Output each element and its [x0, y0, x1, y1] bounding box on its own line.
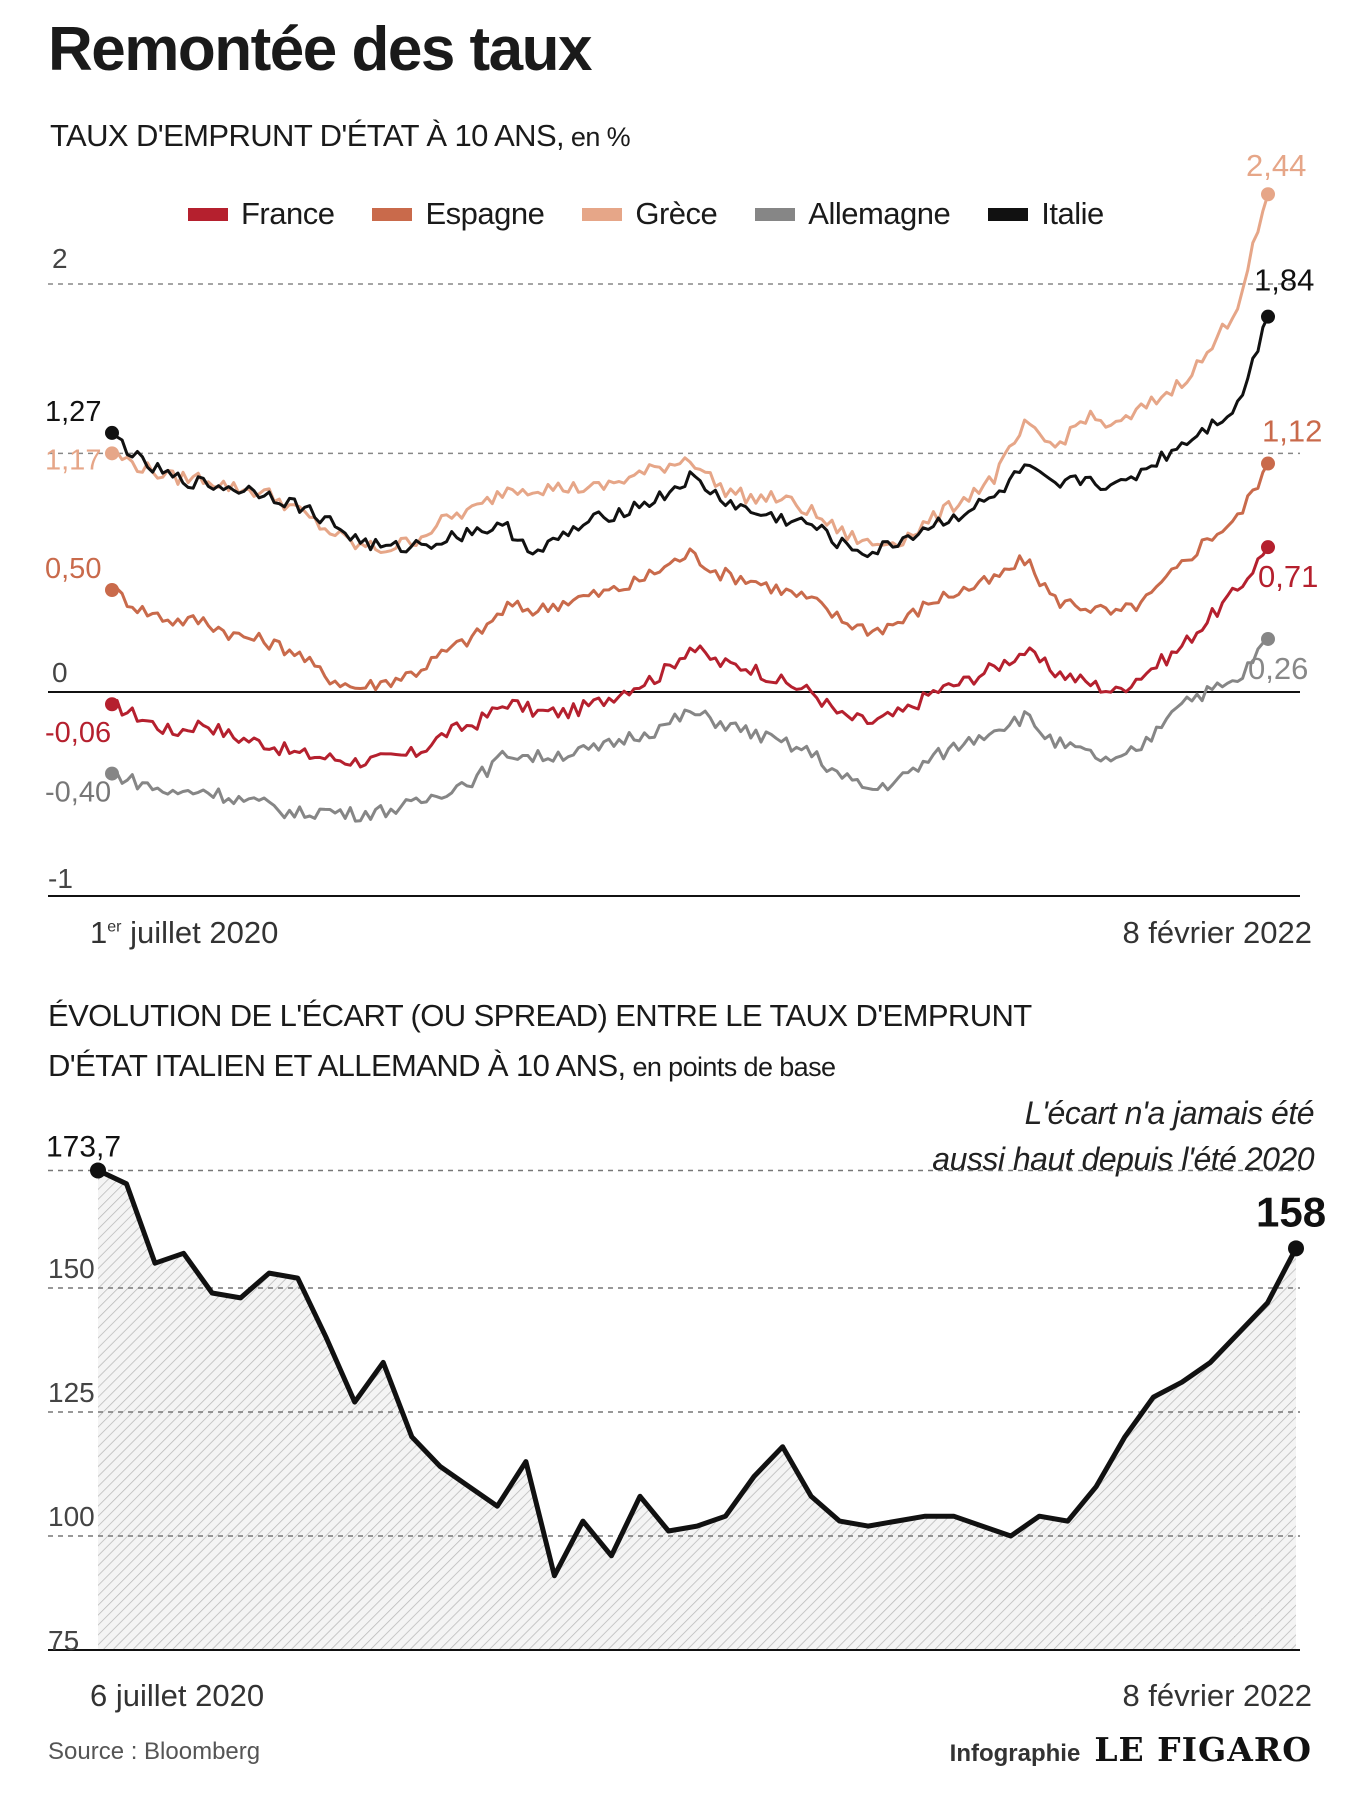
spread-end-label: 158 — [1256, 1188, 1326, 1235]
chart1-subtitle-unit: en % — [564, 122, 631, 152]
legend-swatch — [582, 207, 623, 221]
legend-item-france: France — [188, 196, 335, 232]
series-end-point — [1261, 187, 1275, 202]
chart1-svg: 2 0 -1 0,50 1,12 1,17 2,44 -0,06 0,71 -0,40 0,26 1,… — [45, 148, 1322, 897]
source-note: Source : Bloomberg — [48, 1738, 261, 1765]
series-line-italie — [111, 315, 1270, 559]
legend-label: Espagne — [425, 196, 545, 231]
spread-line — [96, 1168, 1299, 1579]
legend-item-espagne: Espagne — [372, 196, 545, 232]
legend-item-grèce: Grèce — [582, 196, 718, 232]
chart1-legend: France Espagne Grèce Allemagne Italie — [188, 196, 1104, 232]
spread-start-point — [90, 1162, 106, 1179]
chart1-date-start-sup: er — [107, 918, 122, 936]
y-tick-label: 2 — [52, 243, 68, 274]
series-start-point — [105, 766, 119, 781]
series-start-label: -0,40 — [45, 777, 111, 809]
series-line-espagne — [111, 462, 1270, 692]
chart1-date-start-rest: juillet 2020 — [121, 915, 279, 950]
legend-item-italie: Italie — [988, 196, 1104, 232]
legend-label: Grèce — [635, 196, 718, 231]
series-end-point — [1261, 309, 1275, 324]
chart2-subtitle-unit: en points de base — [625, 1052, 836, 1082]
chart1-date-start-prefix: 1 — [90, 915, 108, 950]
legend-swatch — [755, 207, 796, 221]
series-start-label: -0,06 — [45, 717, 111, 749]
credit: Infographie LE FIGARO — [950, 1730, 1312, 1769]
series-end-point — [1261, 631, 1275, 646]
legend-label: Allemagne — [808, 196, 951, 231]
series-line-france — [111, 546, 1270, 769]
y-tick-label: 125 — [48, 1377, 95, 1408]
series-end-label: 0,71 — [1258, 559, 1318, 594]
series-start-point — [105, 446, 119, 461]
series-start-label: 1,27 — [45, 396, 101, 428]
chart2-annotation-line1: L'écart n'a jamais été — [1024, 1095, 1315, 1131]
legend-item-allemagne: Allemagne — [755, 196, 951, 232]
legend-swatch — [988, 207, 1029, 221]
series-end-label: 0,26 — [1248, 651, 1308, 686]
y-tick-label: 100 — [48, 1501, 95, 1532]
chart1-subtitle: TAUX D'EMPRUNT D'ÉTAT À 10 ANS, en % — [50, 118, 631, 154]
chart2-annotation: L'écart n'a jamais été aussi haut depuis… — [932, 1090, 1314, 1182]
chart1-date-start: 1er juillet 2020 — [90, 915, 278, 951]
spread-area — [98, 1170, 1296, 1650]
series-end-point — [1261, 456, 1275, 471]
chart2-date-start: 6 juillet 2020 — [90, 1678, 265, 1713]
spread-start-label: 173,7 — [46, 1130, 121, 1163]
series-start-label: 1,17 — [45, 444, 101, 476]
credit-label: Infographie — [949, 1740, 1081, 1767]
y-tick-label: 75 — [48, 1625, 79, 1656]
chart2-subtitle-line1: ÉVOLUTION DE L'ÉCART (OU SPREAD) ENTRE L… — [48, 998, 1032, 1033]
spread-end-point — [1288, 1240, 1304, 1257]
series-end-label: 1,84 — [1254, 263, 1314, 298]
y-tick-label: -1 — [48, 863, 73, 894]
y-tick-label: 0 — [52, 657, 68, 688]
chart1-date-end: 8 février 2022 — [1122, 915, 1312, 950]
le-figaro-logo: LE FIGARO — [1094, 1730, 1312, 1769]
series-start-point — [105, 697, 119, 712]
page-title: Remontée des taux — [48, 15, 593, 84]
series-start-label: 0,50 — [45, 553, 101, 585]
chart2-subtitle-line2: D'ÉTAT ITALIEN ET ALLEMAND À 10 ANS, en … — [48, 1048, 836, 1084]
chart2-annotation-line2: aussi haut depuis l'été 2020 — [932, 1141, 1314, 1177]
chart2-subtitle-main: D'ÉTAT ITALIEN ET ALLEMAND À 10 ANS, — [48, 1048, 626, 1083]
series-end-label: 1,12 — [1262, 414, 1322, 449]
legend-swatch — [188, 207, 228, 221]
y-tick-label: 150 — [48, 1253, 95, 1284]
series-start-point — [105, 583, 119, 597]
legend-swatch — [372, 207, 413, 221]
legend-label: Italie — [1041, 196, 1104, 231]
chart2-date-end: 8 février 2022 — [1122, 1678, 1312, 1713]
chart1-subtitle-main: TAUX D'EMPRUNT D'ÉTAT À 10 ANS, — [50, 118, 565, 153]
series-end-point — [1261, 540, 1275, 555]
series-end-label: 2,44 — [1246, 148, 1306, 183]
series-line-grèce — [111, 193, 1270, 554]
series-start-point — [105, 425, 119, 440]
legend-label: France — [241, 196, 335, 231]
series-line-allemagne — [111, 637, 1269, 823]
